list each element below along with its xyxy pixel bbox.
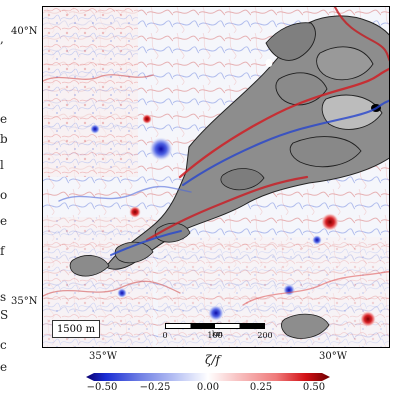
colorbar-tick: −0.50 (86, 382, 118, 393)
map-canvas (43, 7, 389, 347)
scale-unit-label: km (212, 330, 223, 338)
ridge-seamount-shapes (69, 15, 389, 339)
fragment-char: , (0, 32, 4, 46)
colorbar-tick: 0.00 (196, 382, 220, 393)
fragment-char: S (0, 308, 9, 322)
colorbar-tick: −0.25 (139, 382, 171, 393)
latitude-label-south: 35°N (11, 296, 38, 307)
fragment-char: f (0, 244, 5, 258)
colorbar-tick: 0.50 (302, 382, 326, 393)
fragment-char: e (0, 112, 8, 126)
vorticity-map (42, 6, 390, 348)
cropped-text-fragment: , e b l o e f s S c e (0, 0, 12, 399)
fragment-char: s (0, 290, 7, 304)
depth-label: 1500 m (52, 320, 100, 338)
fragment-char: c (0, 338, 7, 352)
scale-bar (165, 323, 265, 329)
fragment-char: b (0, 132, 8, 146)
fragment-char: e (0, 214, 8, 228)
eddy-features (90, 114, 376, 327)
colorbar-title: ζ/f (205, 353, 220, 367)
colorbar-tick: 0.25 (249, 382, 273, 393)
intense-filaments (43, 7, 389, 306)
longitude-label-east: 30°W (319, 351, 348, 362)
scale-label-end: 200 (257, 331, 273, 340)
vorticity-colorbar (86, 373, 330, 381)
scale-label-start: 0 (162, 331, 168, 340)
scale-label-middle: 100 (207, 331, 223, 340)
fragment-char: e (0, 360, 8, 374)
latitude-label-north: 40°N (11, 26, 38, 37)
fragment-char: l (0, 158, 4, 172)
longitude-label-west: 35°W (89, 351, 118, 362)
fragment-char: o (0, 188, 8, 202)
